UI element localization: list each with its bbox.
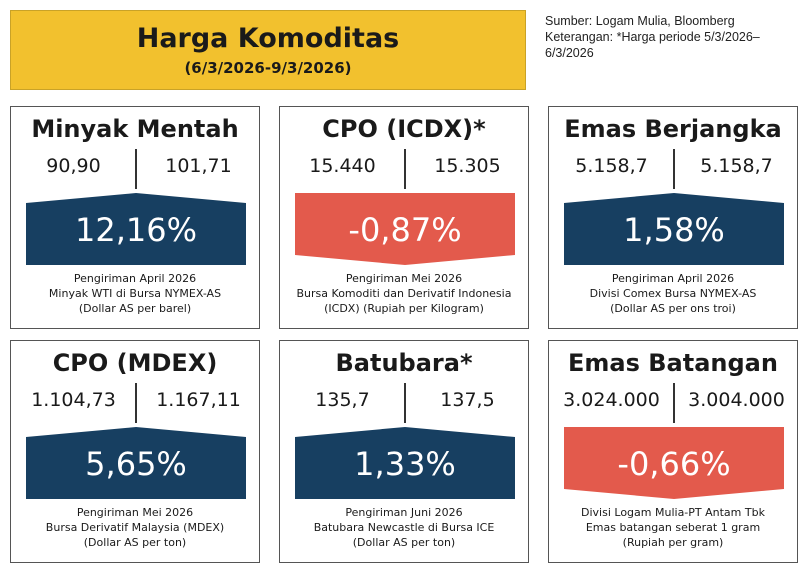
current-price: 1.167,11 [156,389,241,411]
change-arrow-up-icon: 1,33% [295,427,515,499]
page-title: Harga Komoditas [136,23,400,54]
note-line-2: Emas batangan seberat 1 gram [585,521,761,534]
note-line-2: Bursa Komoditi dan Derivatif Indonesia [296,287,512,300]
change-arrow-up-icon: 12,16% [26,193,246,265]
note-line-1: Pengiriman Mei 2026 [76,506,194,519]
change-arrow-up-icon: 5,65% [26,427,246,499]
value-divider [404,383,406,423]
source-line-2: Keterangan: *Harga periode 5/3/2026– [545,30,760,44]
previous-price: 5.158,7 [575,155,648,177]
arrow-up-shape [26,427,246,499]
price-values: 90,90 101,71 [11,149,259,189]
value-divider [135,149,137,189]
note-line-2: Divisi Comex Bursa NYMEX-AS [589,287,757,300]
current-price: 3.004.000 [688,389,785,411]
change-percent: -0,66% [617,445,731,483]
note-line-1: Divisi Logam Mulia-PT Antam Tbk [581,506,765,519]
value-divider [135,383,137,423]
arrow-up-shape [564,193,784,265]
commodity-card-cpo-mdex: CPO (MDEX) 1.104,73 1.167,11 5,65% Pengi… [10,340,260,563]
previous-price: 3.024.000 [563,389,660,411]
value-divider [404,149,406,189]
current-price: 137,5 [440,389,495,411]
value-divider [673,383,675,423]
card-title: CPO (ICDX)* [322,115,486,143]
price-values: 5.158,7 5.158,7 [549,149,797,189]
current-price: 101,71 [165,155,232,177]
commodity-card-minyak-mentah: Minyak Mentah 90,90 101,71 12,16% Pengir… [10,106,260,329]
change-percent: 1,33% [354,445,456,483]
note-line-2: Minyak WTI di Bursa NYMEX-AS [48,287,222,300]
current-price: 15.305 [434,155,501,177]
note-line-3: (Rupiah per gram) [622,536,724,549]
change-percent: 5,65% [85,445,187,483]
source-line-3: 6/3/2026 [545,46,594,60]
arrow-up-shape [295,427,515,499]
source-line-1: Sumber: Logam Mulia, Bloomberg [545,14,735,28]
arrow-up-shape [26,193,246,265]
change-arrow-down-icon: -0,87% [295,193,515,265]
card-notes: Pengiriman April 2026 Minyak WTI di Burs… [15,271,255,316]
price-values: 1.104,73 1.167,11 [11,383,259,423]
header-banner: Harga Komoditas (6/3/2026-9/3/2026) [10,10,526,90]
price-values: 3.024.000 3.004.000 [549,383,797,423]
change-arrow-up-icon: 1,58% [564,193,784,265]
period-label: (6/3/2026-9/3/2026) [184,59,352,77]
change-arrow-down-icon: -0,66% [564,427,784,499]
price-values: 135,7 137,5 [280,383,528,423]
card-notes: Pengiriman Mei 2026 Bursa Komoditi dan D… [284,271,524,316]
change-percent: 1,58% [623,211,725,249]
commodity-card-cpo-icdx: CPO (ICDX)* 15.440 15.305 -0,87% Pengiri… [279,106,529,329]
change-percent: 12,16% [74,211,197,249]
commodity-card-emas-batangan: Emas Batangan 3.024.000 3.004.000 -0,66%… [548,340,798,563]
previous-price: 135,7 [315,389,370,411]
note-line-3: (Dollar AS per barel) [78,302,192,315]
card-notes: Pengiriman April 2026 Divisi Comex Bursa… [553,271,793,316]
source-note: Sumber: Logam Mulia, Bloomberg Keteranga… [545,13,795,61]
note-line-2: Batubara Newcastle di Bursa ICE [313,521,495,534]
previous-price: 1.104,73 [31,389,116,411]
previous-price: 15.440 [309,155,376,177]
card-notes: Pengiriman Mei 2026 Bursa Derivatif Mala… [15,505,255,550]
price-values: 15.440 15.305 [280,149,528,189]
previous-price: 90,90 [46,155,101,177]
card-notes: Pengiriman Juni 2026 Batubara Newcastle … [284,505,524,550]
card-title: Emas Batangan [568,349,778,377]
note-line-1: Pengiriman Mei 2026 [345,272,463,285]
value-divider [673,149,675,189]
note-line-1: Pengiriman April 2026 [611,272,735,285]
note-line-3: (Dollar AS per ton) [352,536,456,549]
note-line-2: Bursa Derivatif Malaysia (MDEX) [45,521,225,534]
note-line-1: Pengiriman Juni 2026 [345,506,463,519]
arrow-down-shape [295,193,515,265]
card-notes: Divisi Logam Mulia-PT Antam Tbk Emas bat… [553,505,793,550]
arrow-down-shape [564,427,784,499]
note-line-1: Pengiriman April 2026 [73,272,197,285]
current-price: 5.158,7 [700,155,773,177]
card-title: CPO (MDEX) [52,349,218,377]
note-line-3: (Dollar AS per ton) [83,536,187,549]
note-line-3: (Dollar AS per ons troi) [610,302,736,315]
card-title: Emas Berjangka [564,115,782,143]
change-percent: -0,87% [348,211,462,249]
card-title: Batubara* [335,349,473,377]
commodity-card-emas-berjangka: Emas Berjangka 5.158,7 5.158,7 1,58% Pen… [548,106,798,329]
card-title: Minyak Mentah [31,115,239,143]
commodity-card-batubara: Batubara* 135,7 137,5 1,33% Pengiriman J… [279,340,529,563]
note-line-3: (ICDX) (Rupiah per Kilogram) [324,302,484,315]
